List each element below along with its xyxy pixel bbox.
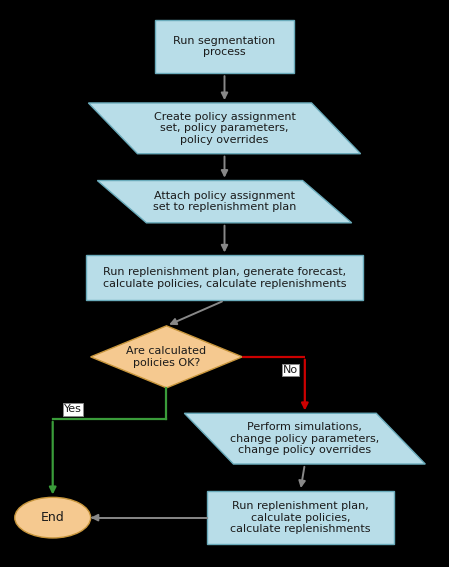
Text: Run replenishment plan, generate forecast,
calculate policies, calculate repleni: Run replenishment plan, generate forecas… xyxy=(103,267,346,289)
Text: Create policy assignment
set, policy parameters,
policy overrides: Create policy assignment set, policy par… xyxy=(154,112,295,145)
Text: Are calculated
policies OK?: Are calculated policies OK? xyxy=(127,346,207,367)
Text: Yes: Yes xyxy=(64,404,82,414)
Text: End: End xyxy=(41,511,65,524)
Ellipse shape xyxy=(15,497,91,538)
FancyBboxPatch shape xyxy=(207,491,394,544)
Polygon shape xyxy=(97,180,352,223)
Text: Perform simulations,
change policy parameters,
change policy overrides: Perform simulations, change policy param… xyxy=(230,422,379,455)
FancyBboxPatch shape xyxy=(86,255,363,301)
Text: Run replenishment plan,
calculate policies,
calculate replenishments: Run replenishment plan, calculate polici… xyxy=(230,501,370,534)
Text: No: No xyxy=(283,365,298,375)
FancyBboxPatch shape xyxy=(155,20,294,73)
Polygon shape xyxy=(91,326,242,388)
Text: Attach policy assignment
set to replenishment plan: Attach policy assignment set to replenis… xyxy=(153,191,296,213)
Polygon shape xyxy=(185,413,425,464)
Polygon shape xyxy=(88,103,361,154)
Text: Run segmentation
process: Run segmentation process xyxy=(173,36,276,57)
